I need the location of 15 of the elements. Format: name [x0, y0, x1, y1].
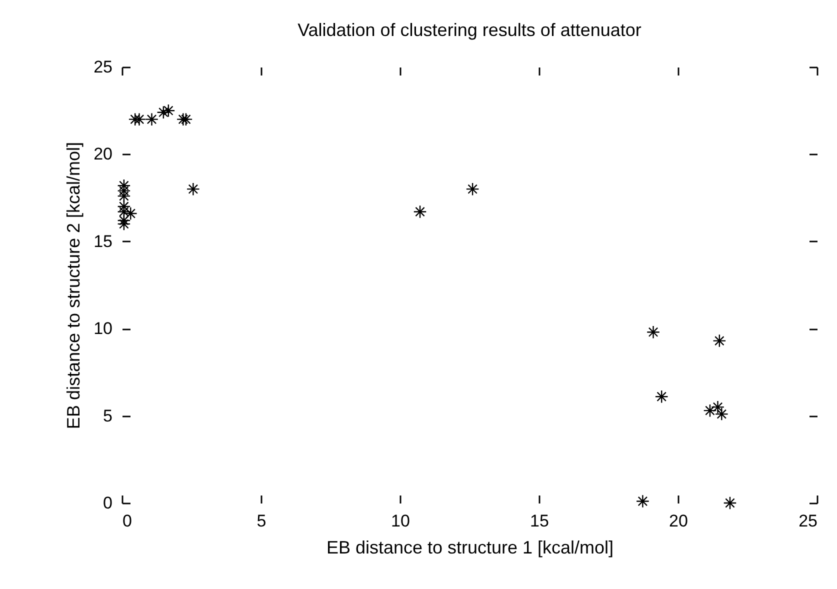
- x-tick-label: 10: [391, 512, 410, 530]
- x-tick-label: 0: [122, 512, 132, 530]
- y-axis-title: EB distance to structure 2 [kcal/mol]: [64, 142, 84, 430]
- y-tick-label: 5: [103, 406, 112, 426]
- x-tick-label: 20: [669, 512, 688, 530]
- x-tick-label: 5: [256, 512, 266, 530]
- chart-title: Validation of clustering results of attenuator: [298, 20, 642, 40]
- x-tick-label: 15: [530, 512, 549, 530]
- y-tick-label: 0: [103, 494, 112, 512]
- y-tick-label: 25: [94, 58, 112, 76]
- y-tick-label: 15: [94, 232, 112, 251]
- x-tick-label: 25: [798, 512, 818, 530]
- y-tick-label: 20: [94, 144, 112, 164]
- y-tick-label: 10: [94, 319, 112, 338]
- x-axis-title: EB distance to structure 1 [kcal/mol]: [326, 538, 614, 558]
